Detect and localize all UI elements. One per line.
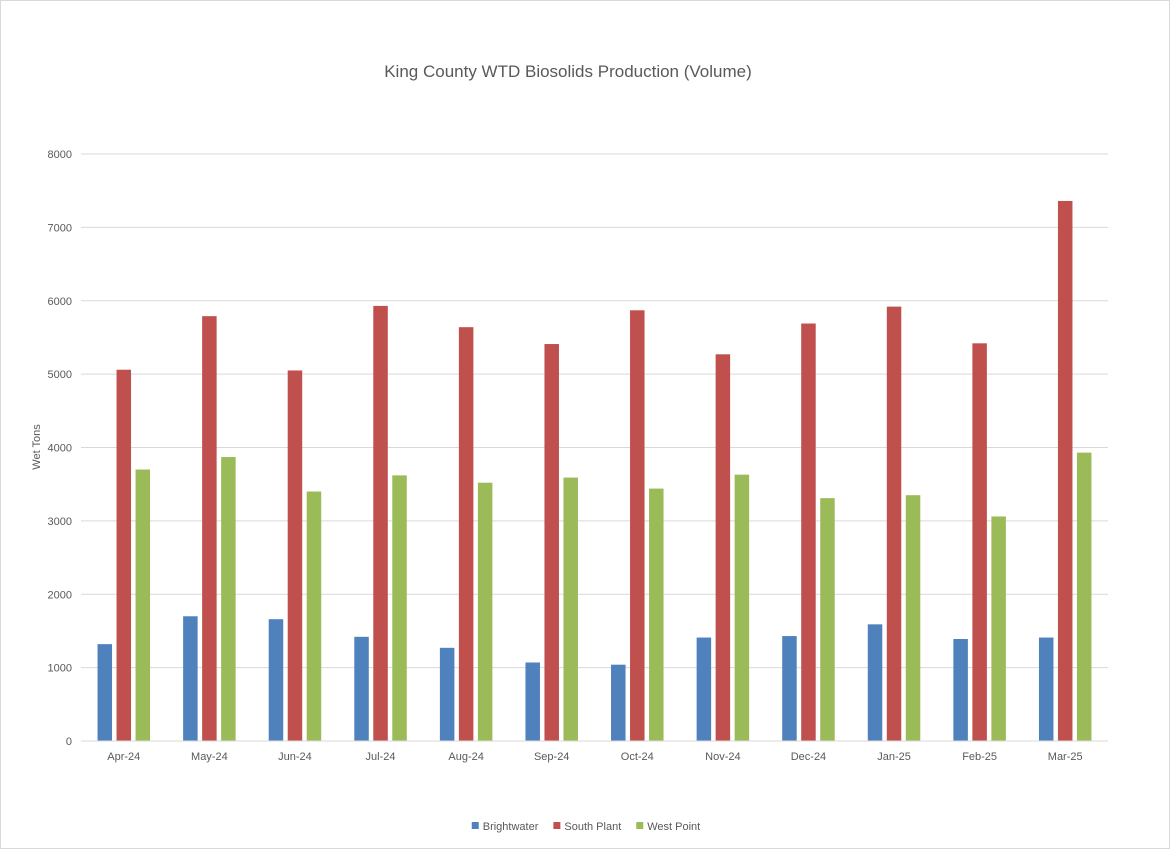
y-tick-label: 7000 (48, 222, 72, 234)
legend-label-west-point: West Point (647, 821, 700, 833)
legend-swatch-west-point (636, 822, 644, 829)
x-tick-label: Oct-24 (621, 751, 654, 763)
x-tick-label: Dec-24 (791, 751, 826, 763)
bar-west-point (905, 495, 921, 741)
y-tick-label: 1000 (48, 663, 72, 675)
bar-brightwater (354, 636, 369, 741)
bar-south-plant (972, 343, 987, 741)
bar-south-plant (287, 370, 303, 741)
bar-south-plant (544, 344, 559, 741)
bar-south-plant (458, 327, 474, 741)
y-tick-label: 0 (66, 736, 72, 748)
gridlines (81, 153, 1108, 669)
bar-brightwater (1038, 637, 1054, 741)
bar-brightwater (953, 639, 968, 741)
bar-west-point (477, 482, 493, 741)
bar-south-plant (886, 306, 902, 741)
y-tick-label: 4000 (48, 443, 72, 455)
bar-brightwater (696, 637, 712, 741)
bar-brightwater (611, 664, 626, 741)
x-tick-label: Jun-24 (278, 751, 312, 763)
bar-south-plant (715, 354, 731, 741)
bar-west-point (649, 488, 664, 741)
y-tick-label: 8000 (48, 149, 72, 161)
bar-south-plant (801, 323, 816, 741)
x-tick-label: Sep-24 (534, 751, 569, 763)
bar-brightwater (183, 616, 198, 741)
bar-west-point (392, 475, 407, 741)
bar-west-point (820, 498, 835, 741)
bar-west-point (734, 474, 750, 741)
bar-brightwater (268, 619, 284, 741)
bar-south-plant (1057, 200, 1073, 741)
legend-label-south-plant: South Plant (564, 821, 621, 833)
bar-brightwater (782, 636, 797, 741)
bar-south-plant (116, 369, 132, 741)
x-tick-label: May-24 (191, 751, 228, 763)
bar-south-plant (373, 305, 388, 741)
bar-brightwater (525, 662, 540, 741)
legend-swatch-brightwater (471, 822, 479, 829)
bar-west-point (1076, 452, 1092, 741)
bar-brightwater (97, 644, 113, 741)
bar-west-point (991, 516, 1006, 741)
bar-south-plant (630, 310, 645, 741)
bar-south-plant (202, 316, 217, 741)
legend-swatch-south-plant (553, 822, 561, 829)
y-tick-label: 3000 (48, 516, 72, 528)
x-tick-label: Apr-24 (107, 751, 140, 763)
bar-west-point (221, 457, 236, 741)
bar-west-point (563, 477, 578, 741)
y-tick-label: 2000 (48, 589, 72, 601)
x-tick-label: Mar-25 (1048, 751, 1083, 763)
bar-brightwater (867, 624, 883, 741)
axes: 0 1000 2000 3000 4000 5000 6000 7000 8000 Apr-24 M… (48, 149, 1108, 763)
bars (97, 200, 1092, 741)
y-tick-label: 5000 (48, 369, 72, 381)
x-tick-label: Feb-25 (962, 751, 997, 763)
x-tick-label: Jul-24 (366, 751, 396, 763)
bar-west-point (135, 469, 151, 741)
bar-brightwater (439, 647, 455, 741)
legend: Brightwater South Plant West Point (471, 821, 700, 833)
y-tick-label: 6000 (48, 296, 72, 308)
x-tick-label: Nov-24 (705, 751, 740, 763)
x-tick-label: Aug-24 (448, 751, 483, 763)
bar-west-point (306, 491, 322, 741)
chart-title: King County WTD Biosolids Production (Vo… (384, 62, 752, 81)
y-axis-title: Wet Tons (31, 424, 43, 470)
legend-label-brightwater: Brightwater (483, 821, 539, 833)
x-tick-label: Jan-25 (877, 751, 911, 763)
